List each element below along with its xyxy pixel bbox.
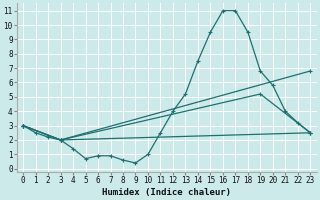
X-axis label: Humidex (Indice chaleur): Humidex (Indice chaleur) <box>102 188 231 197</box>
